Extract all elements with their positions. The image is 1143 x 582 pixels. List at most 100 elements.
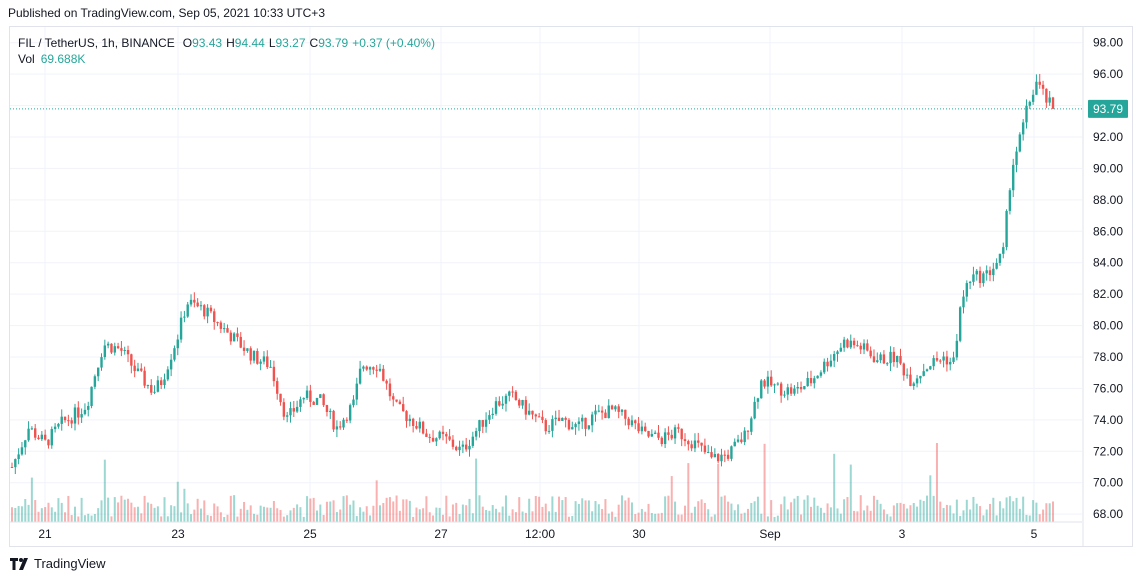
close-value: 93.79 [318, 36, 349, 50]
candle-body [610, 405, 614, 410]
volume-bar [866, 505, 869, 522]
volume-bar [737, 504, 740, 522]
candle-body [206, 307, 209, 317]
volume-bar [335, 511, 338, 522]
candle-body [474, 431, 478, 437]
volume-bar [70, 515, 73, 522]
volume-bar [939, 501, 942, 522]
volume-bar [594, 500, 597, 522]
volume-bar [786, 509, 789, 522]
candle-body [259, 361, 262, 364]
grid-lines [10, 27, 1082, 522]
candle-body [876, 360, 879, 362]
x-tick-label: 3 [899, 527, 906, 541]
volume-bar [780, 504, 783, 522]
candle-body [339, 426, 342, 428]
candle-body [816, 375, 819, 379]
candle-body [226, 328, 229, 333]
candle-body [935, 358, 939, 361]
volume-bar [302, 516, 305, 522]
candle-body [978, 270, 982, 284]
candle-body [534, 414, 538, 417]
volume-bar [972, 496, 975, 522]
candle-body [786, 387, 789, 395]
candle-body [1041, 84, 1045, 89]
volume-bar [441, 514, 444, 522]
candle-body [501, 403, 504, 406]
y-tick-label: 82.00 [1093, 287, 1123, 301]
candle-body [77, 407, 80, 418]
candle-body [342, 419, 345, 428]
price-candles [10, 73, 1055, 475]
candle-body [87, 406, 90, 410]
volume-bar [37, 511, 40, 522]
volume-bar [123, 499, 126, 522]
candle-body [627, 418, 630, 426]
volume-bar [428, 512, 431, 522]
volume-bar [833, 453, 836, 522]
candle-body [93, 376, 97, 387]
candle-body [680, 428, 683, 440]
candle-body [193, 299, 196, 303]
candle-body [620, 409, 624, 412]
low-label: L [268, 36, 276, 50]
candle-body [919, 375, 922, 379]
candle-body [607, 405, 610, 419]
volume-bar [853, 510, 856, 522]
candle-body [590, 414, 594, 426]
volume-bar [979, 506, 982, 522]
volume-bar [577, 503, 580, 522]
candle-body [942, 356, 945, 361]
candle-body [100, 357, 103, 368]
candle-body [697, 440, 700, 443]
candle-body [57, 423, 60, 427]
candle-body [806, 378, 809, 387]
candle-body [889, 351, 892, 364]
candle-body [438, 431, 441, 439]
candle-body [985, 270, 988, 274]
volume-bar [355, 516, 358, 522]
volume-bar [226, 514, 229, 522]
x-tick-label: 25 [303, 527, 317, 541]
volume-bar [746, 508, 749, 522]
candle-body [27, 428, 30, 441]
candle-body [740, 439, 743, 443]
candle-body [518, 399, 521, 406]
candle-body [1035, 81, 1038, 95]
candle-body [40, 434, 44, 440]
volume-bar [647, 503, 650, 522]
volume-bar [574, 501, 577, 522]
candle-body [352, 399, 355, 406]
candle-body [554, 417, 557, 420]
candle-body [660, 437, 663, 445]
candle-body [269, 366, 272, 368]
volume-bar [674, 501, 677, 522]
volume-bar [1028, 515, 1031, 522]
candle-body [34, 428, 37, 438]
x-tick-label: 21 [38, 527, 52, 541]
candle-body [196, 302, 199, 307]
volume-bar [826, 503, 829, 522]
candle-body [425, 433, 428, 437]
candle-body [992, 268, 995, 276]
chart-frame[interactable] [9, 26, 1133, 547]
candle-body [355, 383, 358, 400]
volume-bar [378, 505, 381, 522]
volume-bar [209, 515, 212, 522]
candle-body [229, 332, 233, 342]
footer-brand[interactable]: TradingView [10, 556, 106, 571]
volume-bar [601, 508, 604, 522]
candle-body [773, 384, 776, 386]
volume-bar [80, 497, 83, 522]
candle-body [362, 366, 365, 369]
volume-bar [677, 514, 680, 522]
candle-body [309, 390, 312, 402]
volume-bar [624, 500, 627, 522]
volume-bar [405, 499, 408, 522]
volume-bar [707, 509, 710, 522]
volume-bar [813, 497, 816, 522]
candle-body [753, 401, 756, 419]
candle-body [647, 430, 650, 437]
volume-bar [544, 503, 547, 522]
